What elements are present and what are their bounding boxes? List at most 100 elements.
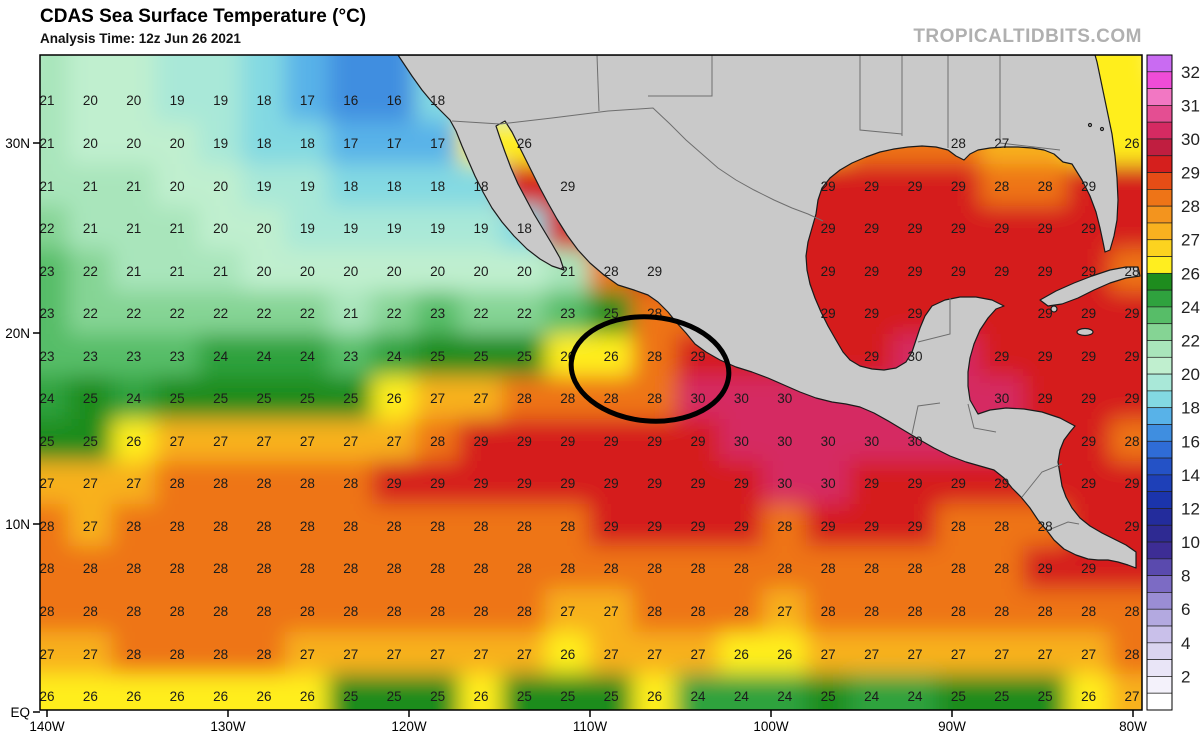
colorbar-label: 29 (1181, 164, 1200, 183)
sst-value: 21 (39, 136, 54, 151)
sst-value: 28 (83, 561, 98, 576)
colorbar-segment (1146, 340, 1173, 358)
sst-value: 29 (647, 434, 662, 449)
colorbar-segment (1146, 508, 1173, 526)
sst-value: 27 (430, 647, 445, 662)
sst-value: 29 (864, 221, 879, 236)
sst-value: 16 (387, 93, 402, 108)
sst-value: 29 (604, 434, 619, 449)
sst-value: 23 (39, 264, 54, 279)
sst-value: 27 (994, 136, 1009, 151)
colorbar-segment (1146, 608, 1173, 627)
sst-value: 18 (256, 136, 271, 151)
sst-value: 28 (300, 604, 315, 619)
sst-value: 24 (387, 349, 403, 364)
land-layer (397, 55, 1141, 569)
colorbar-label: 31 (1181, 96, 1200, 115)
sst-value: 29 (647, 519, 662, 534)
sst-value: 23 (560, 306, 575, 321)
sst-value: 28 (170, 476, 185, 491)
sst-value: 28 (473, 604, 488, 619)
annotation-ellipse (568, 314, 732, 424)
bahamas-islet (1099, 126, 1105, 132)
colorbar-segment (1146, 457, 1173, 476)
sst-value: 25 (517, 349, 532, 364)
sst-value: 26 (126, 689, 141, 704)
sst-value: 20 (343, 264, 358, 279)
sst-value: 29 (560, 179, 575, 194)
colorbar-label: 32 (1181, 63, 1200, 82)
sst-value: 28 (907, 561, 922, 576)
sst-value: 20 (126, 93, 141, 108)
lat-tick-label: EQ (10, 705, 30, 720)
sst-value: 20 (517, 264, 532, 279)
sst-value: 27 (387, 647, 402, 662)
sst-value: 29 (994, 264, 1009, 279)
sst-value: 29 (1081, 264, 1096, 279)
sst-value: 21 (39, 179, 54, 194)
sst-value: 29 (387, 476, 402, 491)
sst-value: 28 (604, 561, 619, 576)
sst-value: 28 (1038, 519, 1053, 534)
sst-value: 20 (170, 179, 185, 194)
sst-value: 20 (430, 264, 445, 279)
sst-value: 28 (951, 604, 966, 619)
sst-value: 28 (39, 561, 54, 576)
sst-value: 29 (907, 476, 922, 491)
sst-value: 28 (604, 391, 619, 406)
sst-value: 25 (387, 689, 402, 704)
sst-value: 26 (517, 136, 532, 151)
sst-value: 20 (473, 264, 488, 279)
sst-value: 27 (300, 434, 315, 449)
sst-value: 28 (994, 561, 1009, 576)
colorbar-segment (1146, 390, 1173, 409)
sst-value: 29 (951, 221, 966, 236)
sst-value: 29 (1081, 391, 1096, 406)
sst-value: 18 (300, 136, 315, 151)
sst-value: 24 (39, 391, 55, 406)
sst-value: 29 (907, 519, 922, 534)
sst-value: 28 (126, 647, 141, 662)
colorbar: 32 31 30 29 28 27 26 24 22 20 18 16 14 12 10 8 6 4 2 (1146, 54, 1200, 711)
sst-value: 25 (170, 391, 185, 406)
sst-value: 28 (213, 476, 228, 491)
sst-value: 28 (473, 561, 488, 576)
sst-value: 30 (821, 434, 836, 449)
sst-value: 29 (1081, 221, 1096, 236)
sst-value: 22 (213, 306, 228, 321)
colorbar-label: 24 (1181, 298, 1200, 317)
sst-value: 27 (430, 391, 445, 406)
colorbar-segment (1146, 676, 1173, 694)
sst-value: 26 (300, 689, 315, 704)
colorbar-segment (1146, 424, 1173, 442)
colorbar-label: 14 (1181, 466, 1200, 485)
sst-value: 28 (734, 604, 749, 619)
colorbar-segment (1146, 54, 1173, 73)
colorbar-segment (1146, 558, 1173, 576)
sst-value: 23 (430, 306, 445, 321)
sst-value: 29 (1038, 221, 1053, 236)
sst-value: 20 (213, 221, 228, 236)
sst-value: 29 (864, 179, 879, 194)
sst-value: 30 (994, 391, 1009, 406)
sst-value: 28 (387, 604, 402, 619)
colorbar-segment (1146, 138, 1173, 157)
sst-value: 26 (170, 689, 185, 704)
colorbar-segment (1146, 71, 1173, 89)
sst-value: 28 (1038, 179, 1053, 194)
sst-value: 21 (39, 93, 54, 108)
sst-value: 29 (604, 476, 619, 491)
sst-value: 18 (430, 93, 445, 108)
sst-value: 26 (647, 689, 662, 704)
lon-tick-label: 80W (1119, 719, 1147, 734)
sst-value: 25 (256, 391, 271, 406)
sst-value: 29 (430, 476, 445, 491)
sst-value: 25 (604, 689, 619, 704)
sst-value: 29 (647, 264, 662, 279)
colorbar-segment (1146, 272, 1173, 291)
colorbar-segment (1146, 222, 1173, 241)
sst-value: 28 (907, 604, 922, 619)
sst-value: 19 (170, 93, 185, 108)
sst-value: 29 (864, 349, 879, 364)
